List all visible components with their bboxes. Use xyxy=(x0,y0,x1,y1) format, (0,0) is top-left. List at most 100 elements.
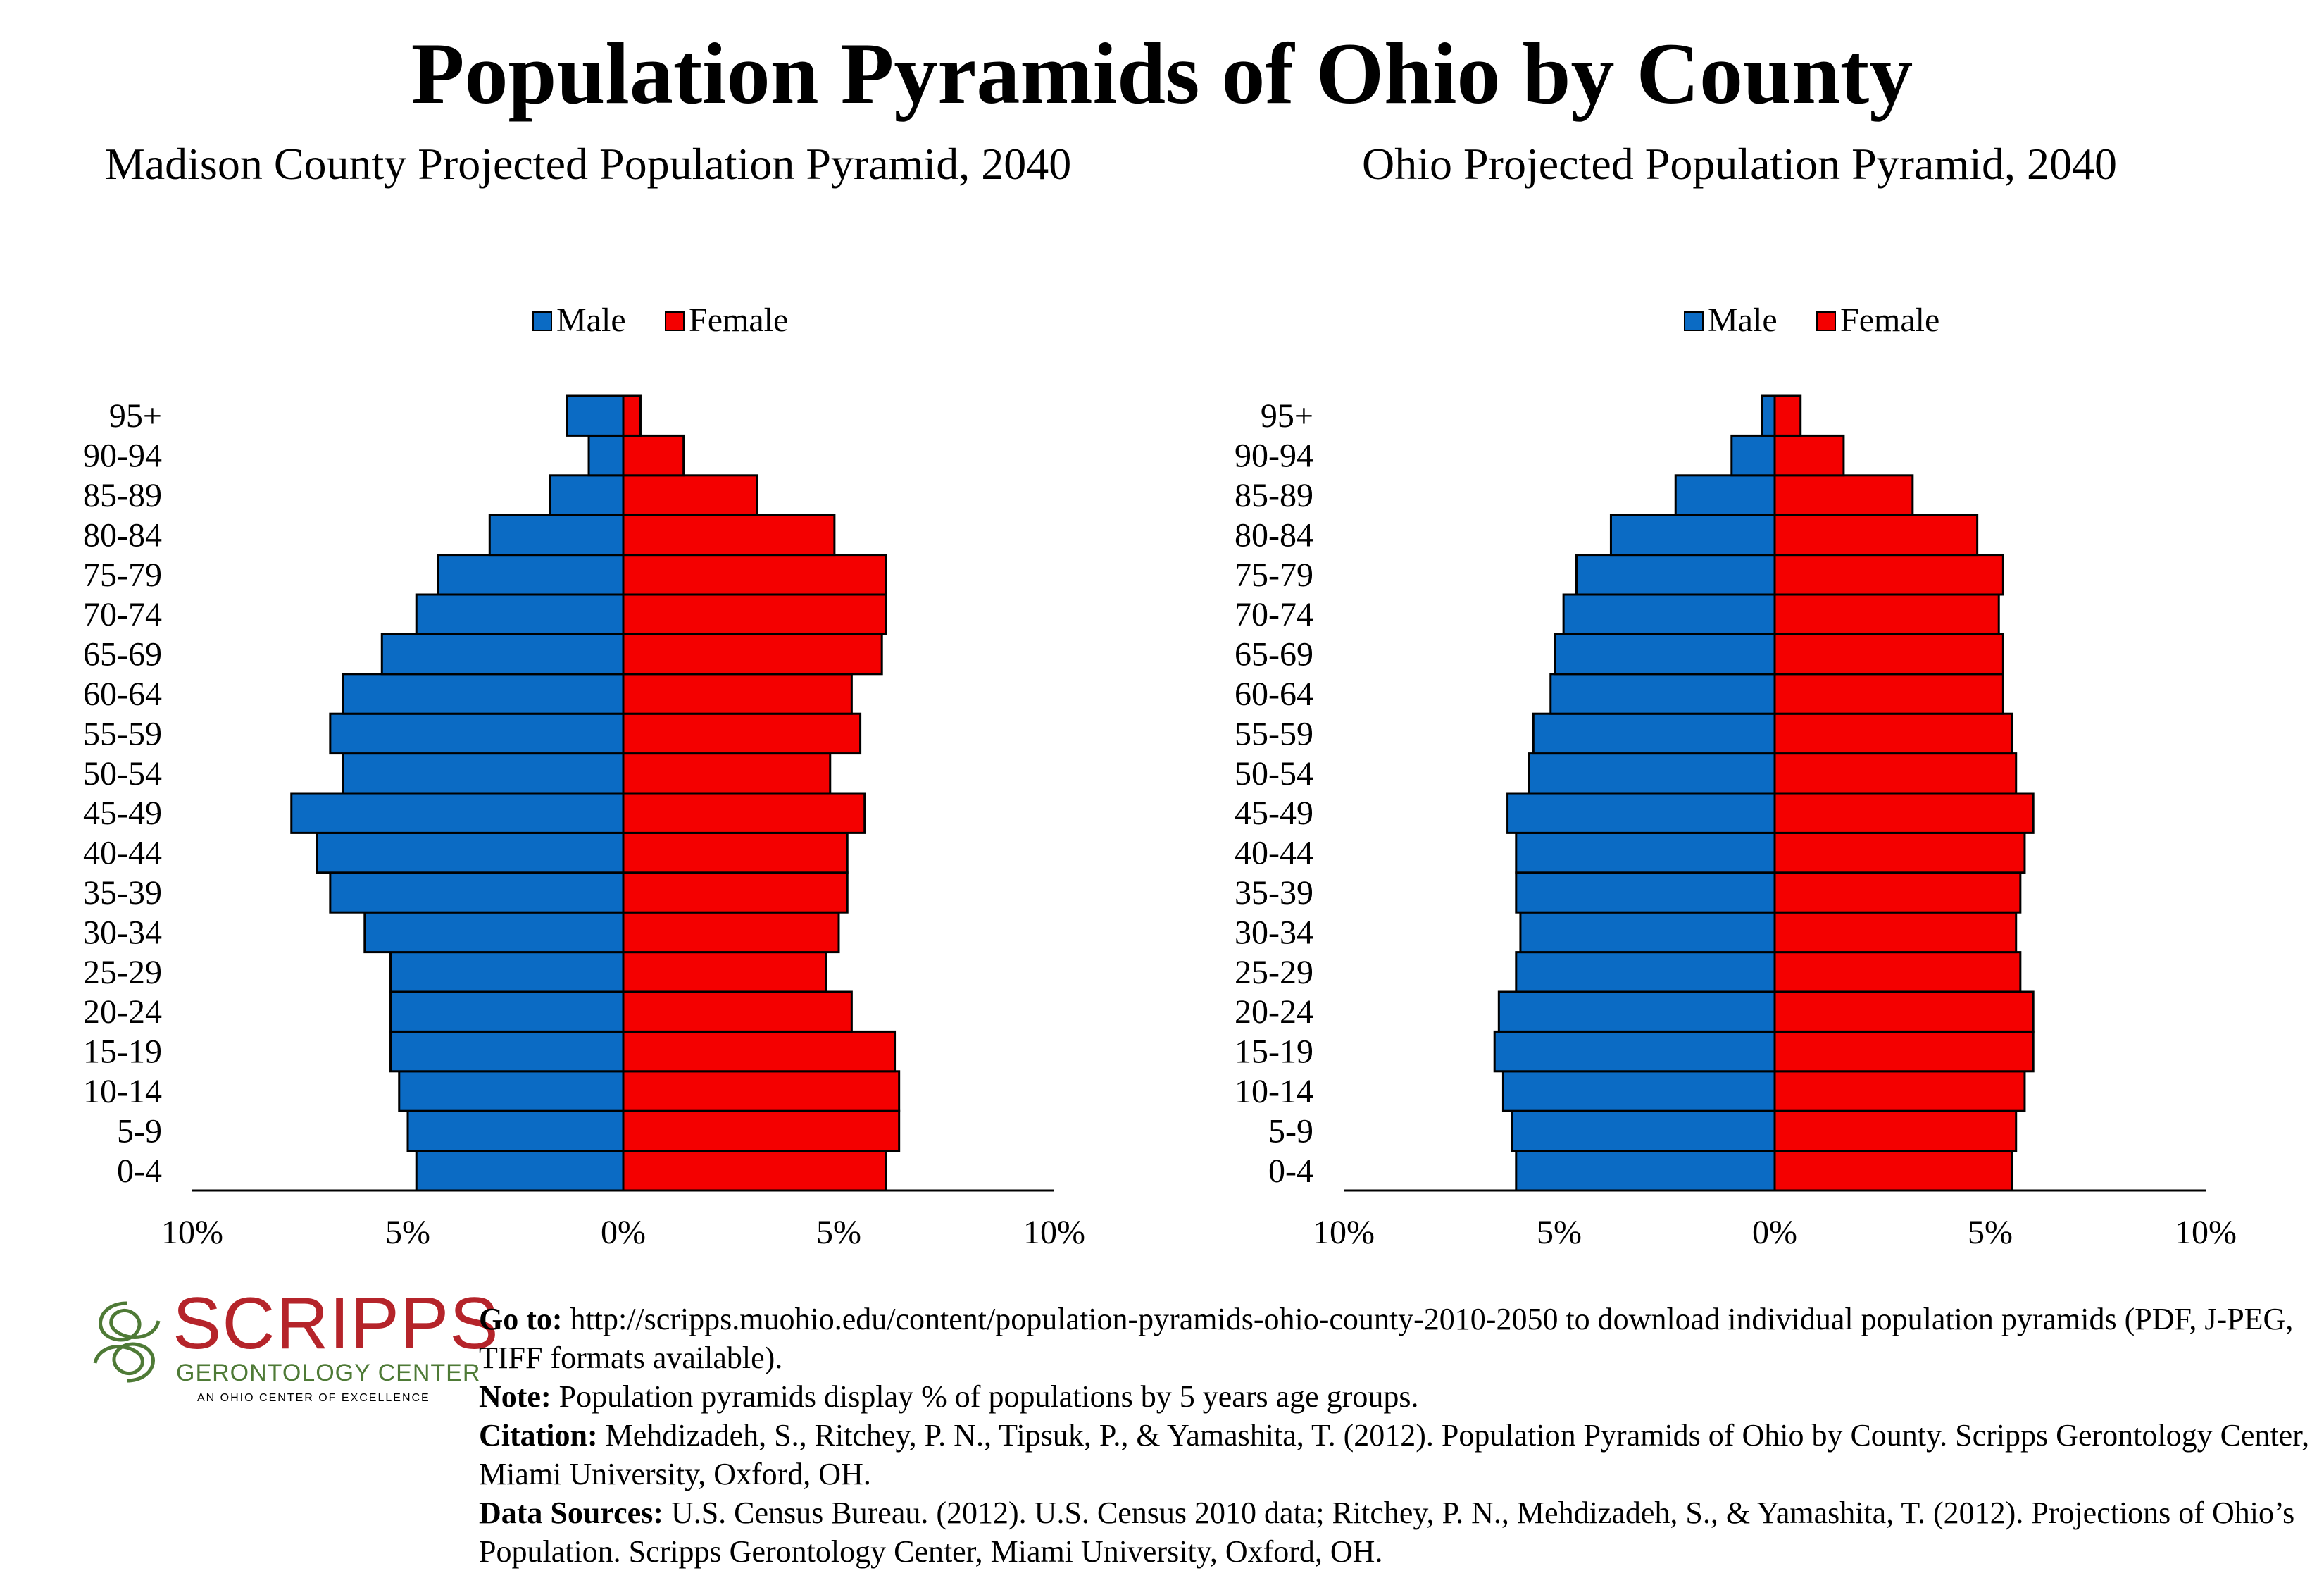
x-tick-label: 5% xyxy=(385,1214,430,1251)
swirl-icon xyxy=(93,1301,161,1383)
age-label-10-14: 10-14 xyxy=(83,1073,162,1110)
male-bar-70-74 xyxy=(1562,593,1776,635)
x-tick-label: 0% xyxy=(1752,1214,1797,1251)
logo-subtitle: GERONTOLOGY CENTER xyxy=(176,1360,481,1386)
female-bar-95+ xyxy=(1773,394,1802,437)
goto-text: http://scripps.muohio.edu/content/popula… xyxy=(479,1302,2294,1375)
female-bar-35-39 xyxy=(1773,871,2022,914)
male-bar-0-4 xyxy=(415,1150,625,1192)
female-bar-20-24 xyxy=(622,990,853,1033)
sources-line: Data Sources: U.S. Census Bureau. (2012)… xyxy=(479,1493,2310,1571)
logo-wordmark: SCRIPPS xyxy=(173,1283,499,1365)
age-label-0-4: 0-4 xyxy=(117,1152,162,1190)
male-bar-30-34 xyxy=(1519,911,1776,954)
female-bar-10-14 xyxy=(622,1070,901,1112)
male-bar-40-44 xyxy=(1515,831,1776,874)
female-bar-80-84 xyxy=(1773,514,1979,557)
sources-text: U.S. Census Bureau. (2012). U.S. Census … xyxy=(479,1496,2295,1569)
female-bar-20-24 xyxy=(1773,990,2035,1033)
male-bar-10-14 xyxy=(398,1070,625,1112)
goto-label: Go to: xyxy=(479,1302,563,1336)
legend-female-label: Female xyxy=(1840,302,1939,339)
male-bar-55-59 xyxy=(329,712,625,755)
footer-notes: Go to: http://scripps.muohio.edu/content… xyxy=(479,1300,2310,1571)
sources-label: Data Sources: xyxy=(479,1496,663,1530)
female-bar-35-39 xyxy=(622,871,849,914)
age-label-35-39: 35-39 xyxy=(83,874,162,912)
age-label-25-29: 25-29 xyxy=(1235,954,1313,991)
male-bar-25-29 xyxy=(389,951,625,993)
goto-line: Go to: http://scripps.muohio.edu/content… xyxy=(479,1300,2310,1377)
age-label-90-94: 90-94 xyxy=(1235,437,1313,475)
male-bar-70-74 xyxy=(415,593,625,635)
female-bar-75-79 xyxy=(622,554,887,596)
male-bar-5-9 xyxy=(1511,1110,1776,1152)
male-bar-85-89 xyxy=(549,474,625,516)
female-bar-5-9 xyxy=(622,1110,901,1152)
male-bar-30-34 xyxy=(363,911,625,954)
x-tick-label: 5% xyxy=(1537,1214,1582,1251)
male-bar-75-79 xyxy=(437,554,625,596)
age-label-95+: 95+ xyxy=(109,397,162,435)
female-bar-60-64 xyxy=(1773,673,2004,715)
age-label-45-49: 45-49 xyxy=(83,795,162,832)
age-label-15-19: 15-19 xyxy=(83,1033,162,1071)
ohio-pyramid-chart: Ohio Projected Population Pyramid, 2040 M… xyxy=(1235,139,2237,1251)
male-bar-65-69 xyxy=(1554,633,1776,676)
male-bar-80-84 xyxy=(488,514,625,557)
male-bar-20-24 xyxy=(1497,990,1776,1033)
female-bar-0-4 xyxy=(1773,1150,2013,1192)
legend-female-label: Female xyxy=(689,302,788,339)
male-bar-75-79 xyxy=(1575,554,1776,596)
male-bar-60-64 xyxy=(342,673,625,715)
age-label-0-4: 0-4 xyxy=(1268,1152,1313,1190)
age-label-70-74: 70-74 xyxy=(83,596,162,633)
chart-subtitle: Ohio Projected Population Pyramid, 2040 xyxy=(1362,139,2117,189)
citation-label: Citation: xyxy=(479,1418,598,1453)
male-bar-85-89 xyxy=(1674,474,1776,516)
age-label-30-34: 30-34 xyxy=(1235,914,1313,951)
female-bar-70-74 xyxy=(1773,593,2000,635)
female-bar-70-74 xyxy=(622,593,887,635)
male-bar-10-14 xyxy=(1501,1070,1776,1112)
legend-female-swatch xyxy=(665,311,685,331)
legend-male-label: Male xyxy=(556,302,626,339)
note-line: Note: Population pyramids display % of p… xyxy=(479,1377,2310,1416)
male-bar-55-59 xyxy=(1532,712,1776,755)
age-label-85-89: 85-89 xyxy=(83,477,162,514)
legend-male-swatch xyxy=(1684,311,1704,331)
x-tick-label: 10% xyxy=(161,1214,223,1251)
female-bar-85-89 xyxy=(1773,474,1914,516)
age-label-40-44: 40-44 xyxy=(83,835,162,872)
note-label: Note: xyxy=(479,1379,551,1414)
female-bar-55-59 xyxy=(1773,712,2013,755)
x-tick-label: 5% xyxy=(816,1214,861,1251)
age-label-50-54: 50-54 xyxy=(83,755,162,792)
male-bar-90-94 xyxy=(587,434,625,477)
age-label-20-24: 20-24 xyxy=(83,993,162,1031)
female-bar-95+ xyxy=(622,394,642,437)
male-bar-15-19 xyxy=(389,1030,625,1073)
madison-county-pyramid-chart: Madison County Projected Population Pyra… xyxy=(83,139,1085,1251)
male-bar-60-64 xyxy=(1549,673,1776,715)
female-bar-75-79 xyxy=(1773,554,2004,596)
age-label-30-34: 30-34 xyxy=(83,914,162,951)
female-bar-45-49 xyxy=(1773,792,2035,834)
female-bar-40-44 xyxy=(1773,831,2026,874)
female-bar-10-14 xyxy=(1773,1070,2026,1112)
citation-line: Citation: Mehdizadeh, S., Ritchey, P. N.… xyxy=(479,1416,2310,1493)
age-label-60-64: 60-64 xyxy=(1235,676,1313,713)
male-bar-50-54 xyxy=(1528,752,1776,795)
age-label-75-79: 75-79 xyxy=(83,557,162,594)
female-bar-5-9 xyxy=(1773,1110,2018,1152)
age-label-65-69: 65-69 xyxy=(83,636,162,673)
age-label-25-29: 25-29 xyxy=(83,954,162,991)
page-title: Population Pyramids of Ohio by County xyxy=(411,25,1913,122)
age-label-20-24: 20-24 xyxy=(1235,993,1313,1031)
male-bar-50-54 xyxy=(342,752,625,795)
age-label-10-14: 10-14 xyxy=(1235,1073,1313,1110)
male-bar-95+ xyxy=(1761,394,1776,437)
age-label-70-74: 70-74 xyxy=(1235,596,1313,633)
male-bar-45-49 xyxy=(290,792,625,834)
chart-subtitle: Madison County Projected Population Pyra… xyxy=(105,139,1071,189)
